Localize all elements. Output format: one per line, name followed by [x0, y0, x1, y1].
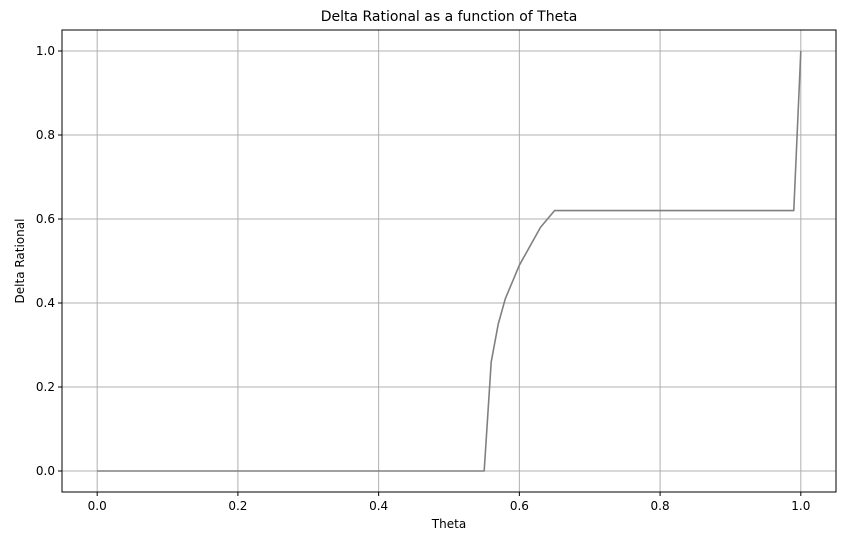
x-tick-label: 1.0: [791, 499, 810, 513]
series-line: [97, 50, 802, 472]
y-tick-label: 0.0: [36, 464, 55, 478]
y-tick-label: 1.0: [36, 44, 55, 58]
x-tick-label: 0.8: [651, 499, 670, 513]
ticks: 0.0 0.2 0.4 0.6 0.8 1.0 0.0 0.2 0.4 0.6 0.8 1.0: [36, 44, 810, 513]
series-layer: [97, 50, 802, 472]
plot-frame: [61, 29, 837, 493]
y-axis-label: Delta Rational: [13, 219, 27, 304]
x-tick-label: 0.4: [369, 499, 388, 513]
y-tick-label: 0.2: [36, 380, 55, 394]
x-tick-label: 0.6: [510, 499, 529, 513]
chart-title: Delta Rational as a function of Theta: [321, 9, 578, 25]
y-tick-label: 0.4: [36, 296, 55, 310]
y-tick-label: 0.8: [36, 128, 55, 142]
x-axis-label: Theta: [431, 517, 466, 531]
y-tick-label: 0.6: [36, 212, 55, 226]
x-tick-label: 0.2: [228, 499, 247, 513]
x-tick-label: 0.0: [88, 499, 107, 513]
